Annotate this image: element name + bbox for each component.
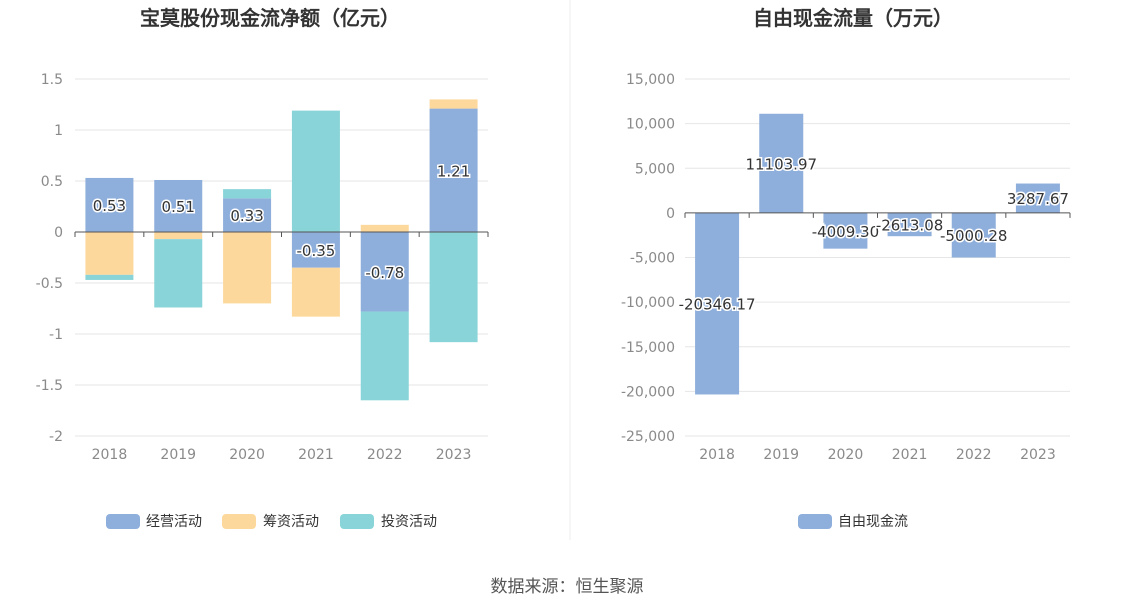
y-tick-label: 0 <box>54 225 63 241</box>
data-label: -0.78 <box>365 264 404 282</box>
fcf-zero-axis <box>684 212 1071 218</box>
y-tick-label: -1.5 <box>36 378 63 394</box>
bar <box>291 267 340 317</box>
x-tick-label: 2020 <box>229 447 265 463</box>
bar <box>429 108 478 232</box>
y-tick-label: -10,000 <box>621 295 675 311</box>
y-tick-label: 5,000 <box>635 161 675 177</box>
bar <box>223 189 272 199</box>
bar <box>695 212 740 395</box>
x-tick-label: 2022 <box>367 447 403 463</box>
bar <box>154 232 203 240</box>
data-label: 1.21 <box>437 162 470 180</box>
y-tick-label: -2 <box>49 429 63 445</box>
y-tick-label: 1.5 <box>41 72 63 88</box>
bar <box>429 232 478 343</box>
x-tick-label: 2021 <box>892 447 928 463</box>
legend-swatch-investing <box>340 514 374 529</box>
x-tick-label: 2019 <box>763 447 799 463</box>
data-label: -20346.17 <box>679 296 756 314</box>
bar <box>154 239 203 308</box>
data-label: 3287.67 <box>1007 190 1069 208</box>
bar <box>1015 183 1060 213</box>
cashflow-chart-title: 宝莫股份现金流净额（亿元） <box>140 6 400 30</box>
cashflow-bars <box>85 99 478 401</box>
bar <box>291 110 340 232</box>
bar <box>223 198 272 232</box>
legend-item-investing[interactable]: 投资活动 <box>340 514 437 530</box>
x-tick-label: 2023 <box>436 447 472 463</box>
y-tick-label: -25,000 <box>621 429 675 445</box>
bar <box>360 232 409 312</box>
legend-label-financing: 筹资活动 <box>263 513 319 530</box>
y-tick-label: 15,000 <box>626 72 675 88</box>
y-tick-label: 1 <box>54 123 63 139</box>
y-tick-label: 0 <box>666 206 675 222</box>
legend-swatch-fcf <box>798 514 832 529</box>
y-tick-label: 0.5 <box>41 174 63 190</box>
data-label: -5000.28 <box>940 227 1007 245</box>
legend-item-financing[interactable]: 筹资活动 <box>222 513 319 530</box>
y-tick-label: -5,000 <box>630 251 675 267</box>
data-label: -2613.08 <box>876 217 943 235</box>
bar <box>823 212 868 249</box>
x-tick-label: 2018 <box>699 447 735 463</box>
x-tick-label: 2022 <box>956 447 992 463</box>
bar <box>85 232 134 275</box>
bar <box>154 179 203 232</box>
bar <box>951 212 996 258</box>
legend-label-operating: 经营活动 <box>146 514 202 530</box>
x-tick-label: 2020 <box>828 447 864 463</box>
cashflow-x-axis: 2018 2019 2020 2021 2022 2023 <box>92 447 472 463</box>
y-tick-label: -15,000 <box>621 340 675 356</box>
legend-item-operating[interactable]: 经营活动 <box>106 514 202 530</box>
cashflow-zero-axis <box>74 231 489 237</box>
y-tick-label: 10,000 <box>626 117 675 133</box>
legend-label-fcf: 自由现金流 <box>838 514 908 530</box>
data-source: 数据来源：恒生聚源 <box>491 577 644 597</box>
bar <box>223 232 272 304</box>
x-tick-label: 2018 <box>92 447 128 463</box>
data-label: 0.53 <box>93 197 126 215</box>
data-label: 0.51 <box>162 198 195 216</box>
legend-swatch-financing <box>222 514 256 529</box>
bar <box>759 113 804 213</box>
legend-item-fcf[interactable]: 自由现金流 <box>798 514 908 530</box>
y-tick-label: -1 <box>49 327 63 343</box>
bar <box>85 177 134 232</box>
fcf-chart: 自由现金流量（万元） 15,000 10,000 5,000 0 -5,000 -10,0… <box>621 6 1071 530</box>
bar <box>360 224 409 232</box>
data-label: -4009.30 <box>812 223 879 241</box>
data-label: 0.33 <box>230 207 263 225</box>
cashflow-y-axis: 1.5 1 0.5 0 -0.5 -1 -1.5 -2 <box>36 72 63 445</box>
bar <box>887 212 932 237</box>
y-tick-label: -0.5 <box>36 276 63 292</box>
cashflow-legend: 经营活动 筹资活动 投资活动 <box>106 513 437 530</box>
bar <box>85 274 134 280</box>
x-tick-label: 2023 <box>1020 447 1056 463</box>
fcf-legend: 自由现金流 <box>798 514 908 530</box>
legend-swatch-operating <box>106 514 140 529</box>
y-tick-label: -20,000 <box>621 384 675 400</box>
cashflow-data-labels: 0.53 0.51 0.33 -0.35 -0.78 1.21 <box>91 161 472 283</box>
data-label: 11103.97 <box>745 155 817 173</box>
fcf-chart-title: 自由现金流量（万元） <box>753 6 953 30</box>
cashflow-grid <box>75 78 488 437</box>
fcf-x-axis: 2018 2019 2020 2021 2022 2023 <box>699 447 1055 463</box>
data-label: -0.35 <box>297 242 336 260</box>
cashflow-chart: 宝莫股份现金流净额（亿元） 1.510.50-0.5-1-1.5-2 0.53 0… <box>36 6 489 530</box>
fcf-grid <box>685 78 1070 437</box>
bar <box>360 311 409 401</box>
bar <box>429 99 478 109</box>
x-tick-label: 2019 <box>160 447 196 463</box>
fcf-bars <box>695 113 1060 395</box>
legend-label-investing: 投资活动 <box>381 514 437 530</box>
x-tick-label: 2021 <box>298 447 334 463</box>
fcf-data-labels: -20346.17 11103.97 -4009.30-2613.08-5000.2… <box>677 154 1070 315</box>
bar <box>291 232 340 268</box>
fcf-y-axis: 15,000 10,000 5,000 0 -5,000 -10,000 -15,000 -2… <box>621 72 675 445</box>
